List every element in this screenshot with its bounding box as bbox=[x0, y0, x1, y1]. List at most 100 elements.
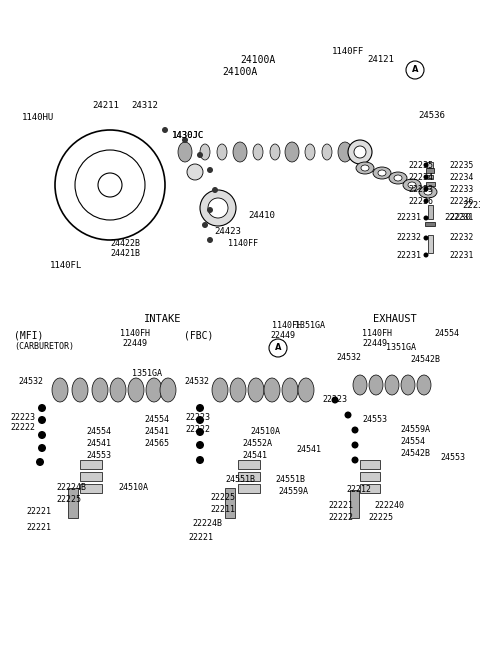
Circle shape bbox=[98, 173, 122, 197]
Text: 22232: 22232 bbox=[396, 233, 421, 242]
Ellipse shape bbox=[298, 378, 314, 402]
Circle shape bbox=[38, 431, 46, 439]
Circle shape bbox=[207, 207, 213, 213]
Bar bbox=[427, 175, 433, 179]
Circle shape bbox=[423, 162, 429, 168]
Bar bbox=[360, 472, 380, 481]
Text: 1430JC: 1430JC bbox=[172, 131, 204, 141]
Ellipse shape bbox=[248, 378, 264, 402]
Text: 24559A: 24559A bbox=[278, 487, 308, 497]
Circle shape bbox=[182, 137, 188, 143]
Ellipse shape bbox=[264, 378, 280, 402]
Bar bbox=[350, 490, 359, 518]
Text: 22231: 22231 bbox=[449, 250, 473, 260]
Circle shape bbox=[197, 152, 203, 158]
Text: 22235: 22235 bbox=[408, 160, 433, 170]
Ellipse shape bbox=[356, 162, 374, 174]
Text: 24554: 24554 bbox=[434, 328, 459, 338]
Ellipse shape bbox=[217, 144, 227, 160]
Bar bbox=[426, 168, 434, 173]
Ellipse shape bbox=[282, 378, 298, 402]
Circle shape bbox=[187, 164, 203, 180]
Text: 22231: 22231 bbox=[396, 214, 421, 223]
Bar bbox=[80, 460, 102, 469]
Bar bbox=[425, 222, 435, 226]
Ellipse shape bbox=[389, 172, 407, 184]
Text: 24541: 24541 bbox=[86, 440, 111, 449]
Circle shape bbox=[351, 426, 359, 434]
Text: 24423: 24423 bbox=[214, 227, 241, 237]
Text: 24510A: 24510A bbox=[250, 428, 280, 436]
Text: 22225: 22225 bbox=[210, 493, 235, 503]
Text: 22221: 22221 bbox=[26, 524, 51, 533]
Bar bbox=[360, 484, 380, 493]
Text: 1351GA: 1351GA bbox=[386, 344, 416, 353]
Ellipse shape bbox=[361, 165, 369, 171]
Circle shape bbox=[348, 140, 372, 164]
Text: 22221: 22221 bbox=[328, 501, 353, 509]
Text: 24552A: 24552A bbox=[242, 440, 272, 449]
Bar bbox=[8, 310, 472, 620]
Text: 22230: 22230 bbox=[444, 214, 471, 223]
Bar bbox=[360, 460, 380, 469]
Circle shape bbox=[36, 458, 44, 466]
Text: 24553: 24553 bbox=[86, 451, 111, 461]
Text: 22231: 22231 bbox=[396, 250, 421, 260]
Circle shape bbox=[423, 235, 429, 240]
Text: 24553: 24553 bbox=[362, 415, 387, 424]
Text: 1140FF: 1140FF bbox=[332, 47, 364, 57]
Text: 1351GA: 1351GA bbox=[295, 321, 325, 330]
Text: 24421B: 24421B bbox=[110, 248, 140, 258]
Text: 24422B: 24422B bbox=[110, 238, 140, 248]
Ellipse shape bbox=[160, 378, 176, 402]
Text: 22225: 22225 bbox=[368, 512, 393, 522]
Circle shape bbox=[351, 442, 359, 449]
Bar bbox=[238, 484, 260, 493]
Ellipse shape bbox=[200, 144, 210, 160]
Circle shape bbox=[162, 127, 168, 133]
Circle shape bbox=[196, 404, 204, 412]
Text: 22212: 22212 bbox=[346, 486, 371, 495]
Text: 24554: 24554 bbox=[144, 415, 169, 424]
Text: 22233: 22233 bbox=[449, 185, 473, 194]
Text: 22449: 22449 bbox=[122, 338, 147, 348]
Ellipse shape bbox=[322, 144, 332, 160]
Circle shape bbox=[423, 198, 429, 204]
Ellipse shape bbox=[52, 378, 68, 402]
Text: (FBC): (FBC) bbox=[184, 330, 214, 340]
Text: 24211: 24211 bbox=[92, 101, 119, 110]
Text: 1140FL: 1140FL bbox=[50, 261, 82, 271]
Ellipse shape bbox=[128, 378, 144, 402]
Ellipse shape bbox=[408, 182, 416, 188]
Circle shape bbox=[332, 397, 338, 403]
Circle shape bbox=[196, 416, 204, 424]
Ellipse shape bbox=[72, 378, 88, 402]
Ellipse shape bbox=[353, 375, 367, 395]
Text: 1351GA: 1351GA bbox=[132, 369, 162, 378]
Text: 22221: 22221 bbox=[188, 533, 213, 543]
Text: 24510A: 24510A bbox=[118, 482, 148, 491]
Text: 24541: 24541 bbox=[144, 428, 169, 436]
Text: 1140FF: 1140FF bbox=[228, 240, 258, 248]
Ellipse shape bbox=[403, 179, 421, 191]
Bar bbox=[238, 472, 260, 481]
Text: 22230: 22230 bbox=[462, 200, 480, 210]
Ellipse shape bbox=[110, 378, 126, 402]
Text: EXHAUST: EXHAUST bbox=[373, 314, 417, 324]
Circle shape bbox=[196, 456, 204, 464]
Ellipse shape bbox=[146, 378, 162, 402]
Circle shape bbox=[207, 237, 213, 243]
Text: 22236: 22236 bbox=[449, 196, 473, 206]
Text: 24541: 24541 bbox=[242, 451, 267, 461]
Text: 22222: 22222 bbox=[185, 426, 210, 434]
Text: 24532: 24532 bbox=[336, 353, 361, 363]
Text: 22232: 22232 bbox=[449, 233, 473, 242]
Bar bbox=[238, 460, 260, 469]
Text: 24121: 24121 bbox=[367, 55, 394, 64]
Text: 24312: 24312 bbox=[131, 101, 158, 110]
Circle shape bbox=[207, 167, 213, 173]
Bar bbox=[427, 162, 433, 168]
Text: 22211: 22211 bbox=[210, 505, 235, 514]
Text: 24532: 24532 bbox=[184, 378, 209, 386]
Circle shape bbox=[200, 190, 236, 226]
